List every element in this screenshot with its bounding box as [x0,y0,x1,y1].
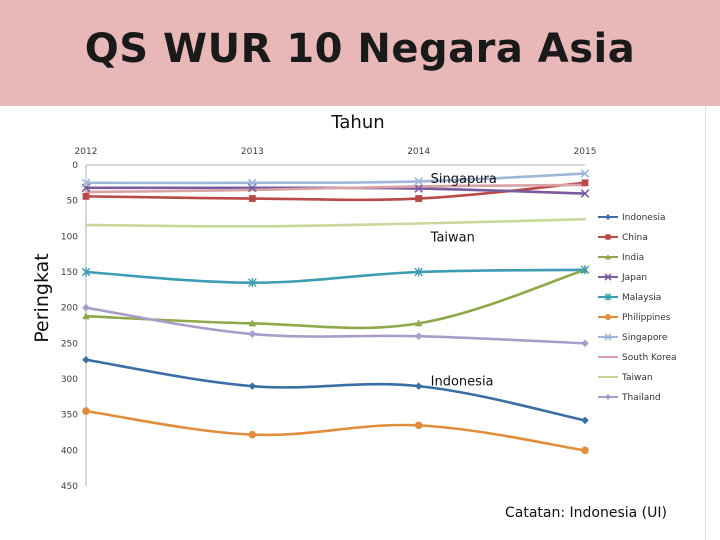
series-line-singapore [84,172,587,185]
slide-title: QS WUR 10 Negara Asia [84,26,636,72]
series-line-taiwan [84,217,587,228]
point-thailand-2014 [414,332,423,340]
point-singapore-2015 [580,169,590,178]
point-china-2012 [82,192,90,200]
series-line-indonesia [84,358,587,422]
point-thailand-2015 [581,339,589,348]
point-malaysia-2014 [414,267,423,277]
legend-label-japan: Japan [621,273,647,283]
legend-label-singapore: Singapore [622,333,668,343]
legend-label-philippines: Philippines [622,313,671,323]
legend-label-india: India [622,253,644,263]
legend-label-indonesia: Indonesia [622,213,666,223]
chart-annotations: Singapura Taiwan Indonesia [430,172,497,390]
point-china-2014 [415,195,423,202]
footnote: Catatan: Indonesia (UI) [505,505,667,521]
series-line-philippines [84,409,587,452]
legend: Indonesia China India Japan Malaysia Philippi… [598,213,677,403]
point-thailand-2013 [248,330,257,338]
x-tick-label-2013: 2013 [241,147,264,157]
legend-label-china: China [622,233,648,243]
legend-marker-china [605,234,611,240]
content-frame [0,106,706,540]
y-tick-label-350: 350 [61,411,78,421]
point-singapore-2014 [414,177,424,186]
legend-label-malaysia: Malaysia [622,293,661,303]
point-japan-2015 [580,189,590,198]
y-tick-label-200: 200 [61,304,78,314]
point-indonesia-2013 [248,382,257,390]
series-markers [81,169,590,455]
point-malaysia-2015 [580,265,590,275]
point-philippines-2012 [82,407,90,415]
y-tick-label-300: 300 [61,375,78,385]
x-axis-title: Tahun [330,112,384,133]
series-lines [84,172,587,452]
y-tick-label-250: 250 [61,339,78,349]
legend-marker-malaysia [604,293,612,301]
legend-label-south-korea: South Korea [622,353,677,363]
y-tick-label-100: 100 [61,232,78,242]
y-tick-label-400: 400 [61,446,78,456]
title-banner [0,0,720,106]
point-indonesia-2012 [82,355,90,364]
point-philippines-2014 [414,421,423,430]
annotation-indonesia: Indonesia [431,374,494,389]
y-axis-title: Peringkat [31,253,53,342]
series-line-malaysia [84,268,587,284]
point-china-2015 [581,179,589,187]
legend-label-taiwan: Taiwan [621,373,653,383]
legend-marker-singapore [604,333,612,341]
point-india-2013 [248,319,257,327]
point-indonesia-2014 [414,382,423,390]
series-line-south-korea [84,183,587,194]
x-tick-label-2014: 2014 [407,147,430,157]
series-line-thailand [84,306,587,345]
legend-marker-japan [604,273,612,281]
y-tick-label-0: 0 [72,161,78,171]
y-tick-label-150: 150 [61,268,78,278]
y-tick-labels: 0 50 100 150 200 250 300 350 400 450 [61,161,78,492]
point-india-2012 [82,312,90,320]
point-philippines-2015 [581,446,589,455]
point-japan-2014 [414,184,424,193]
legend-marker-indonesia [605,214,611,220]
point-malaysia-2012 [81,267,91,277]
legend-marker-thailand [605,394,611,400]
point-malaysia-2013 [248,278,257,288]
point-philippines-2013 [248,430,257,439]
legend-marker-philippines [605,314,611,320]
x-tick-label-2015: 2015 [574,147,597,157]
annotation-singapura: Singapura [431,172,497,187]
legend-label-thailand: Thailand [621,393,661,403]
point-singapore-2013 [247,178,257,188]
x-tick-labels: 2012 2013 2014 2015 [75,147,597,157]
point-china-2013 [248,195,256,202]
point-thailand-2012 [82,303,90,312]
legend-marker-india [605,254,611,260]
point-singapore-2012 [81,178,91,188]
point-indonesia-2015 [581,416,589,425]
y-tick-label-50: 50 [67,197,79,207]
x-tick-label-2012: 2012 [75,147,98,157]
point-india-2014 [414,319,423,327]
y-tick-label-450: 450 [61,482,78,492]
annotation-taiwan: Taiwan [430,230,475,245]
